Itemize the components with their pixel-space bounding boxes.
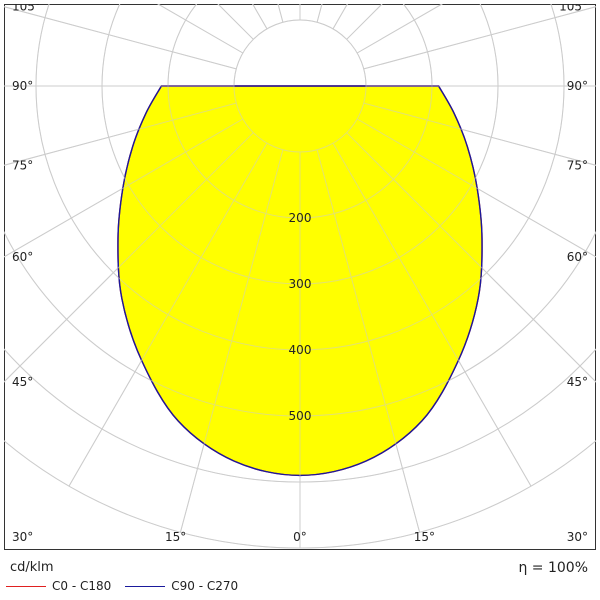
angle-tick-right-105: 105° [559, 4, 588, 14]
overlay-spoke-105 [363, 6, 596, 70]
polar-grid-overlay [4, 4, 596, 549]
overlay-spoke--45 [4, 132, 254, 383]
bottom-tick-m15: 15° [165, 530, 186, 544]
angle-tick-left-75: 75° [12, 158, 33, 172]
bottom-tick-p0: 0° [293, 530, 307, 544]
legend-label-c90-c270: C90 - C270 [171, 579, 239, 593]
polar-chart-canvas: 200 300 400 500 105° 90° 75° 60° 45° 105° 90° 75° 60… [4, 4, 596, 550]
overlay-spoke--15 [179, 149, 284, 533]
axis-labels: 200 300 400 500 105° 90° 75° 60° 45° 105° 90° 75° 60… [12, 4, 588, 544]
legend-swatch-c0-c180 [6, 585, 46, 587]
legend-label-c0-c180: C0 - C180 [52, 579, 112, 593]
radial-tick-400: 400 [289, 343, 312, 357]
bottom-tick-m30: 30° [12, 530, 33, 544]
bottom-tick-p30: 30° [567, 530, 588, 544]
polar-chart: 200 300 400 500 105° 90° 75° 60° 45° 105° 90° 75° 60… [4, 4, 596, 550]
overlay-spoke--75 [4, 102, 237, 166]
angle-tick-right-45: 45° [567, 375, 588, 389]
legend: C0 - C180 C90 - C270 [6, 579, 238, 593]
unit-label: cd/klm [10, 560, 54, 575]
angle-tick-right-60: 60° [567, 250, 588, 264]
angle-tick-left-105: 105° [12, 4, 41, 14]
overlay-spoke-75 [363, 102, 596, 166]
radial-tick-200: 200 [289, 211, 312, 225]
angle-tick-left-60: 60° [12, 250, 33, 264]
overlay-spoke-45 [346, 132, 596, 383]
angle-tick-left-90: 90° [12, 79, 33, 93]
radial-tick-500: 500 [289, 409, 312, 423]
overlay-spoke--30 [68, 142, 268, 487]
efficiency-label: η = 100% [518, 560, 588, 576]
overlay-spoke-15 [316, 149, 421, 533]
overlay-spoke-60 [356, 118, 596, 258]
angle-tick-right-90: 90° [567, 79, 588, 93]
overlay-spoke-30 [332, 142, 532, 487]
overlay-spoke-120 [356, 4, 444, 54]
overlay-spoke--60 [4, 118, 244, 258]
radial-tick-300: 300 [289, 277, 312, 291]
legend-swatch-c90-c270 [125, 585, 166, 587]
angle-tick-right-75: 75° [567, 158, 588, 172]
angle-tick-left-45: 45° [12, 375, 33, 389]
overlay-spoke--120 [156, 4, 244, 54]
chart-footer: cd/klm η = 100% C0 - C180 C90 - C270 [0, 552, 600, 600]
overlay-spoke--105 [4, 6, 237, 70]
bottom-tick-p15: 15° [414, 530, 435, 544]
